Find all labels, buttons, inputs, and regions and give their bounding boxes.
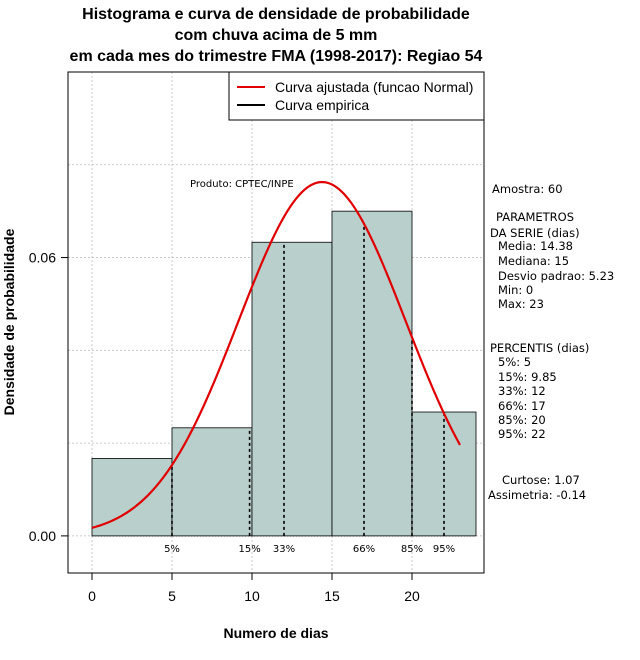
chart-title-line: Histograma e curva de densidade de proba… bbox=[82, 6, 470, 23]
legend-label: Curva empirica bbox=[275, 97, 369, 113]
stats-line: 66%: 17 bbox=[498, 399, 546, 413]
normal-density-curve bbox=[91, 180, 461, 529]
stats-line: Media: 14.38 bbox=[498, 239, 573, 253]
stats-line: PARAMETROS bbox=[496, 210, 574, 224]
stats-line: Curtose: 1.07 bbox=[502, 473, 580, 487]
stats-line: 15%: 9.85 bbox=[498, 370, 557, 384]
legend-label: Curva ajustada (funcao Normal) bbox=[275, 79, 473, 95]
stats-line: Max: 23 bbox=[498, 297, 544, 311]
percentile-marker-label: 95% bbox=[433, 544, 455, 555]
stats-line: Min: 0 bbox=[498, 283, 533, 297]
product-label: Produto: CPTEC/INPE bbox=[190, 179, 294, 190]
stats-line: Assimetria: -0.14 bbox=[488, 488, 586, 502]
x-tick-label: 15 bbox=[324, 588, 340, 604]
x-tick-label: 0 bbox=[88, 588, 96, 604]
stats-line: Desvio padrao: 5.23 bbox=[498, 269, 614, 283]
percentile-marker-label: 5% bbox=[164, 544, 180, 555]
x-tick-label: 5 bbox=[168, 588, 176, 604]
x-tick-label: 10 bbox=[244, 588, 260, 604]
percentile-marker-label: 33% bbox=[273, 544, 295, 555]
y-tick-label: 0.00 bbox=[29, 528, 56, 544]
percentile-marker-label: 66% bbox=[353, 544, 375, 555]
y-tick-label: 0.06 bbox=[29, 250, 56, 266]
stats-line: 5%: 5 bbox=[498, 355, 531, 369]
chart-title-line: em cada mes do trimestre FMA (1998-2017)… bbox=[70, 48, 483, 65]
percentile-marker-label: 15% bbox=[238, 544, 260, 555]
stats-line: PERCENTIS (dias) bbox=[490, 341, 589, 355]
y-axis-label: Densidade de probabilidade bbox=[1, 228, 17, 415]
chart-title-line: com chuva acima de 5 mm bbox=[175, 27, 378, 44]
stats-line: DA SERIE (dias) bbox=[490, 226, 580, 240]
stats-line: Amostra: 60 bbox=[492, 182, 563, 196]
percentile-marker-label: 85% bbox=[401, 544, 423, 555]
stats-line: 33%: 12 bbox=[498, 384, 546, 398]
x-axis-label: Numero de dias bbox=[223, 625, 328, 641]
stats-line: Mediana: 15 bbox=[498, 254, 569, 268]
stats-line: 85%: 20 bbox=[498, 413, 546, 427]
legend-box bbox=[228, 71, 485, 121]
x-tick-label: 20 bbox=[404, 588, 420, 604]
histogram-bar bbox=[251, 241, 333, 537]
histogram-bar bbox=[331, 210, 413, 537]
stats-line: 95%: 22 bbox=[498, 427, 546, 441]
